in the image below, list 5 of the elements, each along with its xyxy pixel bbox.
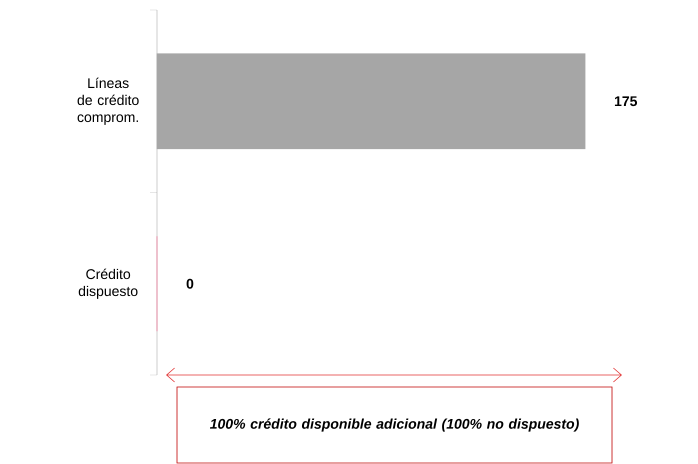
data-label: 0 [186, 278, 194, 289]
y-tick-label: Crédito dispuesto [78, 268, 138, 299]
y-tick-label: Líneas de crédito comprom. [78, 78, 139, 125]
data-label: 175 [614, 96, 638, 106]
text: 100% crédito disponible adicional (100% no dispuesto) [210, 418, 579, 432]
